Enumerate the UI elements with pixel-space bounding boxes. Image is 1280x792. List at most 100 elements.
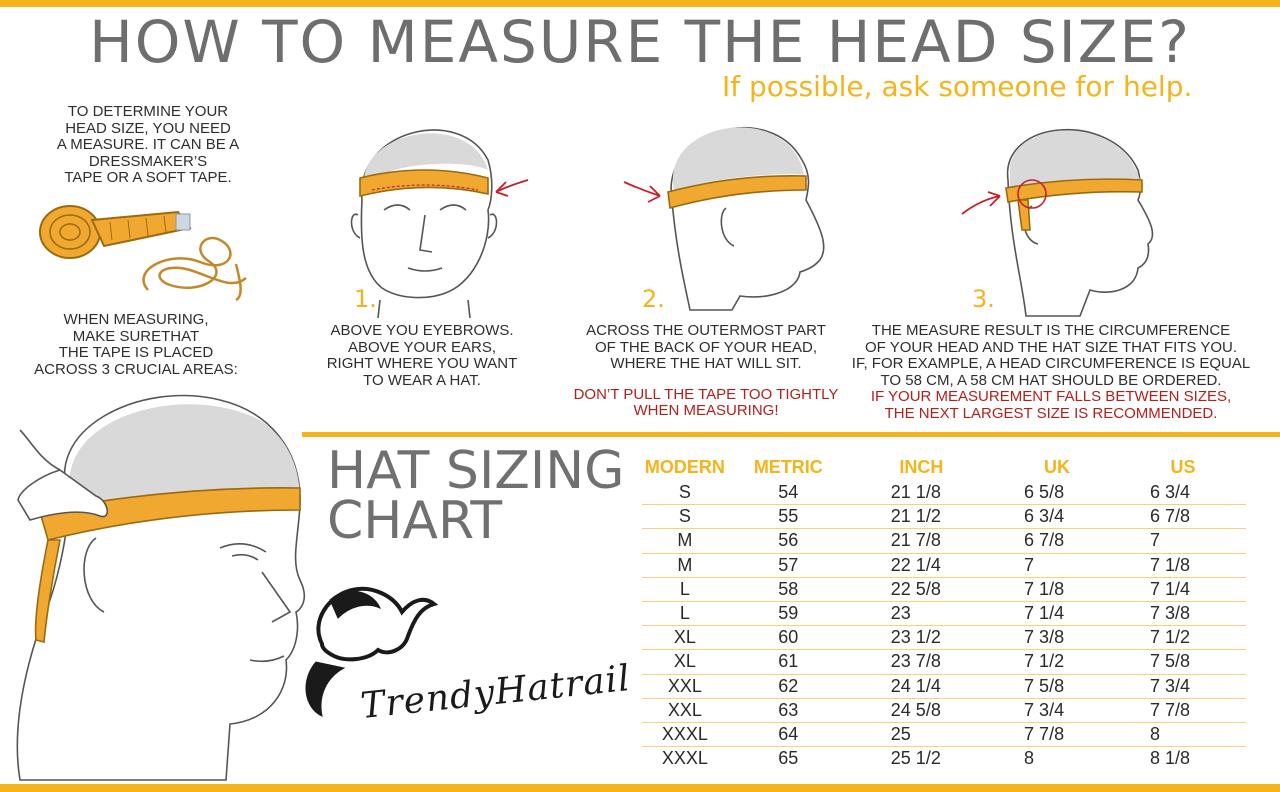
table-cell: 6 3/4 [994, 504, 1120, 530]
table-row: L 58 22 5/8 7 1/8 7 1/4 [642, 577, 1246, 602]
cowboy-hat-logo-icon [305, 586, 439, 717]
table-cell: 6 3/4 [1120, 481, 1246, 506]
table-cell: 22 1/4 [848, 553, 995, 578]
table-cell: 7 1/2 [1120, 625, 1246, 651]
section-divider [302, 432, 1280, 437]
step-line: TO 58 CM, A 58 CM HAT SHOULD BE ORDERED. [880, 371, 1222, 389]
page-subtitle: If possible, ask someone for help. [722, 70, 1193, 103]
table-cell: 7 [1120, 528, 1246, 554]
table-row: XXXL 64 25 7 7/8 8 [642, 722, 1246, 748]
table-cell: 24 5/8 [848, 698, 995, 723]
table-row: L 59 23 7 1/4 7 3/8 [642, 601, 1246, 627]
step-line: IF, FOR EXAMPLE, A HEAD CIRCUMFERENCE IS… [851, 355, 1251, 372]
table-cell: 23 7/8 [848, 649, 995, 675]
table-cell: 8 1/8 [1150, 748, 1191, 769]
column-header: MODERN [644, 456, 725, 477]
note-line: ACROSS 3 CRUCIAL AREAS: [34, 360, 238, 378]
table-header-row: MODERN METRIC INCH UK US [642, 453, 1246, 481]
note-line: WHEN MEASURING, [63, 311, 209, 328]
table-cell: 56 [727, 528, 849, 554]
chart-title-line: CHART [327, 491, 503, 551]
table-cell: 7 3/4 [1120, 674, 1246, 699]
top-accent-bar [0, 0, 1280, 7]
table-row: XL 61 23 7/8 7 1/2 7 5/8 [642, 649, 1246, 675]
page-title: HOW TO MEASURE THE HEAD SIZE? [89, 8, 1191, 76]
table-cell: 7 7/8 [1120, 698, 1246, 723]
table-cell: 54 [727, 481, 849, 506]
table-row: XXL 63 24 5/8 7 3/4 7 7/8 [642, 698, 1246, 723]
step-line: RIGHT WHERE YOU WANT [326, 355, 518, 372]
table-row: S 55 21 1/2 6 3/4 6 7/8 [642, 504, 1246, 530]
table-cell: 7 1/4 [994, 601, 1120, 627]
table-cell: 25 [848, 722, 995, 748]
note-line: MAKE SURETHAT [72, 327, 200, 345]
column-header: INCH [899, 456, 944, 477]
table-cell: 7 3/4 [994, 698, 1120, 723]
table-cell: 21 1/8 [848, 481, 995, 506]
step-3-text: THE MEASURE RESULT IS THE CIRCUMFERENCE … [846, 322, 1256, 422]
table-cell: L [642, 601, 728, 627]
step-line: ABOVE YOUR EARS, [347, 338, 497, 356]
table-cell: 8 [1120, 722, 1246, 748]
table-cell: XXL [642, 674, 728, 699]
table-cell: 7 1/4 [1120, 577, 1246, 602]
table-cell: S [642, 481, 728, 506]
head-front-illustration [350, 129, 498, 319]
table-cell: 64 [727, 722, 849, 748]
table-cell: 7 3/8 [1120, 601, 1246, 627]
table-cell: 63 [727, 698, 849, 723]
step-line: OF THE BACK OF YOUR HEAD, [595, 338, 817, 356]
table-row: XXL 62 24 1/4 7 5/8 7 3/4 [642, 674, 1246, 699]
head-back-illustration [667, 127, 825, 311]
table-cell: 7 3/8 [994, 625, 1120, 651]
table-cell: 7 1/2 [994, 649, 1120, 675]
intro-line: TAPE OR A SOFT TAPE. [64, 169, 232, 186]
table-cell: 25 1/2 [890, 748, 941, 769]
table-cell: 57 [727, 553, 849, 578]
table-cell: 21 1/2 [848, 504, 995, 530]
head-side-illustration [1005, 128, 1154, 317]
table-cell: 7 1/8 [994, 577, 1120, 602]
column-header: US [1170, 456, 1196, 477]
table-cell: M [642, 553, 728, 578]
arrow-1-icon [495, 179, 529, 197]
arrow-3-icon [961, 191, 1001, 215]
note-line: THE TAPE IS PLACED [58, 344, 214, 361]
step-2-text: ACROSS THE OUTERMOST PART OF THE BACK OF… [566, 322, 846, 420]
table-cell: 23 [848, 601, 995, 627]
table-cell: L [642, 577, 728, 602]
step-3-number: 3. [972, 285, 995, 313]
step-warning: WHEN MEASURING! [633, 402, 779, 419]
intro-line: HEAD SIZE, YOU NEED [65, 119, 231, 137]
table-row: S 54 21 1/8 6 5/8 6 3/4 [642, 481, 1246, 506]
table-cell: XXXL [642, 722, 728, 748]
step-warning: DON’T PULL THE TAPE TOO TIGHTLY [573, 385, 839, 403]
string-measure-icon [142, 236, 247, 302]
table-cell: 7 5/8 [1120, 649, 1246, 675]
table-cell: 22 5/8 [848, 577, 995, 602]
table-cell: 7 5/8 [994, 674, 1120, 699]
table-cell: 62 [727, 674, 849, 699]
step-line: TO WEAR A HAT. [363, 371, 481, 389]
table-body: S 54 21 1/8 6 5/8 6 3/4 S 55 21 1/2 6 3/4 6 7/8 M 5… [642, 481, 1246, 770]
table-cell: 55 [727, 504, 849, 530]
step-1-text: ABOVE YOU EYEBROWS. ABOVE YOUR EARS, RIG… [312, 322, 532, 389]
step-warning: IF YOUR MEASUREMENT FALLS BETWEEN SIZES, [870, 388, 1232, 405]
table-cell: 59 [727, 601, 849, 627]
table-row: XXXL 65 25 1/2 8 8 1/8 [642, 747, 1246, 771]
table-cell: 7 1/8 [1120, 553, 1246, 578]
step-line: ABOVE YOU EYEBROWS. [330, 322, 514, 339]
tape-roll-icon [39, 205, 192, 259]
hat-size-table: MODERN METRIC INCH UK US S 54 21 1/8 6 5/8 6… [642, 453, 1246, 770]
step-1-number: 1. [354, 285, 377, 313]
step-line: ACROSS THE OUTERMOST PART [586, 322, 826, 339]
bottom-accent-bar [0, 784, 1280, 792]
table-cell: 61 [727, 649, 849, 675]
measuring-note: WHEN MEASURING, MAKE SURETHAT THE TAPE I… [22, 311, 250, 378]
intro-line: TO DETERMINE YOUR [67, 103, 229, 120]
table-cell: S [642, 504, 728, 530]
table-cell: 6 7/8 [994, 528, 1120, 554]
arrow-2-icon [623, 181, 661, 203]
table-cell: 24 1/4 [848, 674, 995, 699]
